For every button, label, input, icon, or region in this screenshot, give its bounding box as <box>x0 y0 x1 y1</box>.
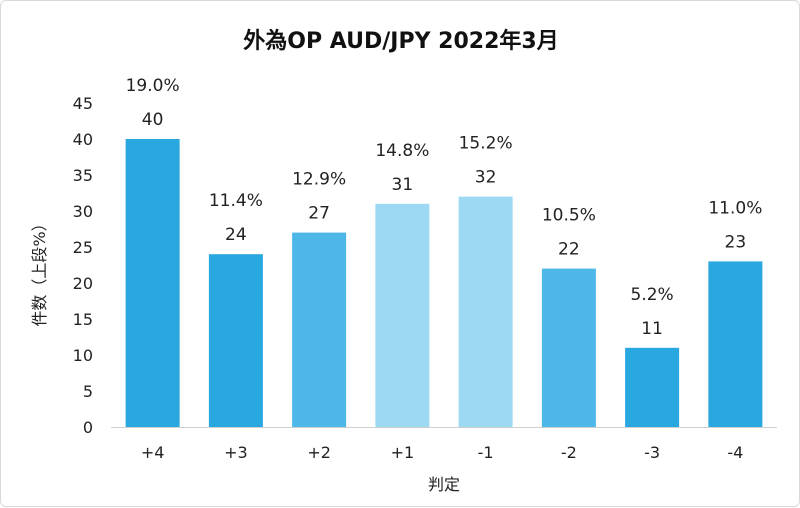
y-tick-label: 45 <box>73 94 93 113</box>
bar-value-label: 32 <box>475 168 497 188</box>
bar-percent-label: 11.0% <box>708 198 762 218</box>
y-tick-label: 30 <box>73 202 93 221</box>
bar <box>541 268 596 427</box>
bars: 40 19.0% 24 11.4% 27 12.9% 31 14.8% 32 15.2% 22 10.… <box>125 76 763 427</box>
y-axis-label: 件数（上段%） <box>30 215 49 326</box>
bar <box>708 261 763 427</box>
y-tick-label: 5 <box>83 382 93 401</box>
x-tick-label: +2 <box>307 443 331 462</box>
x-tick-label: -3 <box>644 443 660 462</box>
bar <box>208 254 263 427</box>
bar-percent-label: 12.9% <box>292 170 346 190</box>
x-axis-label: 判定 <box>428 475 460 494</box>
y-axis: 0 5 10 15 20 25 30 35 40 45 <box>73 94 93 437</box>
bar-percent-label: 19.0% <box>126 76 180 96</box>
bar-percent-label: 11.4% <box>209 191 263 211</box>
x-tick-label: -4 <box>727 443 743 462</box>
y-tick-label: 20 <box>73 274 93 293</box>
x-tick-label: +1 <box>391 443 415 462</box>
bar-percent-label: 10.5% <box>542 206 596 226</box>
bar-value-label: 24 <box>225 225 247 245</box>
y-tick-label: 40 <box>73 130 93 149</box>
x-tick-label: +4 <box>141 443 165 462</box>
bar-value-label: 40 <box>142 110 164 130</box>
x-tick-label: +3 <box>224 443 248 462</box>
bar-value-label: 22 <box>558 240 580 260</box>
y-tick-label: 10 <box>73 346 93 365</box>
bar-value-label: 31 <box>392 175 414 195</box>
bar-percent-label: 14.8% <box>375 141 429 161</box>
y-tick-label: 15 <box>73 310 93 329</box>
bar <box>292 232 347 427</box>
bar <box>375 203 430 427</box>
y-tick-label: 25 <box>73 238 93 257</box>
bar-percent-label: 15.2% <box>459 134 513 154</box>
x-tick-label: -2 <box>561 443 577 462</box>
bar <box>625 347 680 427</box>
chart-title: 外為OP AUD/JPY 2022年3月 <box>243 28 558 54</box>
bar-value-label: 27 <box>308 204 330 224</box>
x-axis: +4 +3 +2 +1 -1 -2 -3 -4 <box>111 427 777 462</box>
bar-value-label: 23 <box>725 232 747 252</box>
bar-value-label: 11 <box>641 319 663 339</box>
bar <box>125 139 180 427</box>
bar-percent-label: 5.2% <box>631 285 674 305</box>
y-tick-label: 0 <box>83 418 93 437</box>
y-tick-label: 35 <box>73 166 93 185</box>
x-tick-label: -1 <box>478 443 494 462</box>
bar <box>458 196 513 427</box>
